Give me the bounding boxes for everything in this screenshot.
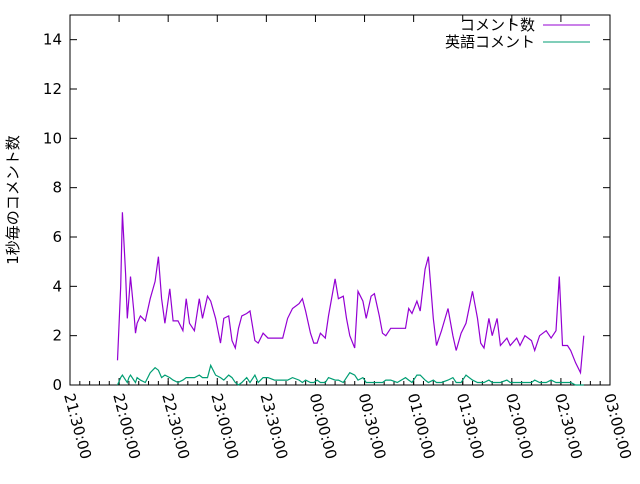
y-tick-label: 12 [43,80,62,98]
y-tick-label: 4 [52,277,62,295]
x-tick-label: 00:30:00 [355,391,390,461]
legend-label-1: 英語コメント [445,33,535,51]
x-tick-label: 23:00:00 [207,391,242,461]
y-tick-label: 0 [52,376,62,394]
series-line-0 [116,212,585,375]
x-tick-label: 02:00:00 [502,391,537,461]
plot-frame [69,14,611,386]
x-tick-label: 00:00:00 [306,391,341,461]
x-tick-label: 01:00:00 [404,391,439,461]
y-axis: 0 2 4 6 8 10 12 14 [43,31,610,394]
y-tick-label: 10 [43,129,62,147]
x-axis: 21:30:00 22:00:00 22:30:00 23:00:00 23:30:00… [60,15,635,461]
x-tick-label: 23:30:00 [256,391,291,461]
legend-label-0: コメント数 [460,16,535,34]
y-tick-label: 2 [52,327,62,345]
x-tick-label: 22:30:00 [158,391,193,461]
y-tick-label: 6 [52,228,62,246]
series-line-1 [116,363,584,386]
legend: コメント数 英語コメント [445,16,590,51]
y-axis-label: 1秒毎のコメント数 [4,135,22,265]
x-tick-label: 03:00:00 [600,391,635,461]
y-tick-label: 8 [52,179,62,197]
x-tick-label: 01:30:00 [453,391,488,461]
x-tick-label: 22:00:00 [109,391,144,461]
y-tick-label: 14 [43,31,62,49]
series-group [116,212,585,386]
x-tick-label: 21:30:00 [60,391,95,461]
x-tick-label: 02:30:00 [551,391,586,461]
